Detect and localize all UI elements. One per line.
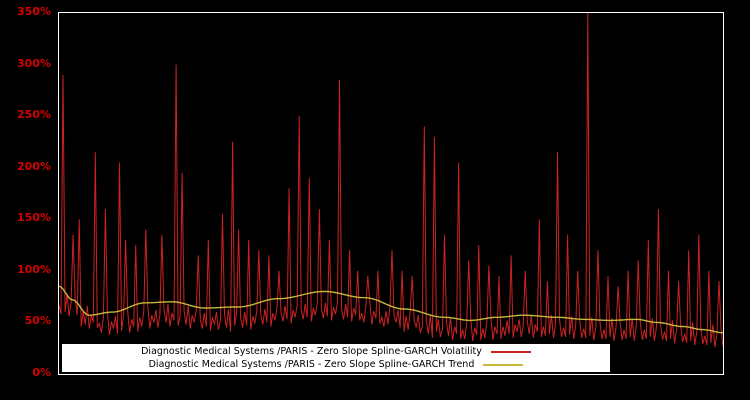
trend-series-line [59,285,723,334]
volatility-series-line [59,13,723,348]
y-axis-tick-label: 300% [17,56,51,70]
y-axis-tick-label: 200% [17,159,51,173]
legend-item-volatility: Diagnostic Medical Systems /PARIS - Zero… [62,345,610,358]
volatility-line-swatch [490,350,531,353]
legend-item-trend: Diagnostic Medical Systems /PARIS - Zero… [62,358,610,371]
y-axis-tick-label: 150% [17,211,51,225]
legend-label-volatility: Diagnostic Medical Systems /PARIS - Zero… [141,346,482,357]
y-axis-tick-label: 250% [17,108,51,122]
y-axis-tick-label: 100% [17,262,51,276]
plot-area [58,12,724,375]
plot-svg [59,13,723,348]
y-axis-tick-label: 0% [32,366,51,379]
legend: Diagnostic Medical Systems /PARIS - Zero… [62,344,610,372]
y-axis-tick-label: 350% [17,5,51,18]
legend-label-trend: Diagnostic Medical Systems /PARIS - Zero… [148,359,475,370]
y-axis-tick-label: 50% [24,314,51,328]
trend-line-swatch [483,363,524,366]
y-axis: 350% 300% 250% 200% 150% 100% 50% 0% [0,0,54,400]
